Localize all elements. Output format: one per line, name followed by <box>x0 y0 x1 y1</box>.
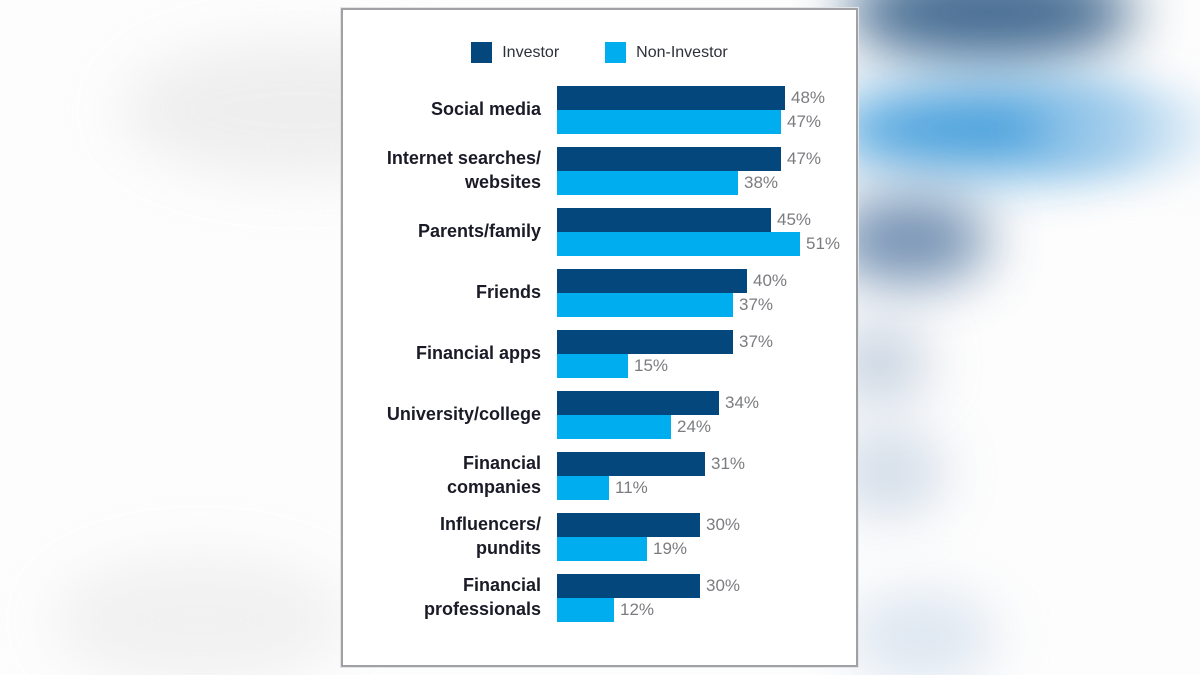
background-blur-blob <box>845 0 1135 62</box>
legend-item-non-investor: Non-Investor <box>605 42 728 63</box>
category-label: Financial companies <box>446 453 541 497</box>
non-investor-bar <box>557 293 733 317</box>
value-label: 38% <box>744 173 779 192</box>
value-label: 31% <box>711 454 746 473</box>
value-label: 45% <box>777 210 812 229</box>
legend-label-non-investor: Non-Investor <box>636 43 728 61</box>
value-label: 24% <box>677 417 712 436</box>
value-label: 48% <box>791 88 826 107</box>
chart-legend: Investor Non-Investor <box>343 42 856 63</box>
category-label: Financial apps <box>415 343 541 364</box>
value-label: 34% <box>725 393 760 412</box>
chart-row: Influencers/pundits 30% 19% <box>343 513 856 561</box>
value-label: 37% <box>739 295 774 314</box>
category-label: Internet searches/websites <box>386 148 541 192</box>
chart-panel: Investor Non-Investor Social media 48% 47%… <box>341 8 858 667</box>
investor-bar <box>557 452 705 476</box>
non-investor-bar <box>557 598 614 622</box>
value-label: 37% <box>739 332 774 351</box>
non-investor-bar <box>557 354 628 378</box>
non-investor-swatch-icon <box>605 42 627 63</box>
chart-row: Financial professionals 30% 12% <box>343 574 856 622</box>
value-label: 15% <box>634 356 669 375</box>
legend-label-investor: Investor <box>502 43 560 61</box>
chart-row: Financial apps 37% 15% <box>343 330 856 378</box>
chart-row: Friends 40% 37% <box>343 269 856 317</box>
investor-bar <box>557 574 700 598</box>
chart-body: Social media 48% 47% Internet searches/webs… <box>343 86 856 622</box>
category-label: Social media <box>430 99 541 120</box>
investor-bar <box>557 391 719 415</box>
value-label: 30% <box>706 515 741 534</box>
investor-bar <box>557 208 771 232</box>
non-investor-bar <box>557 110 781 134</box>
category-label: Friends <box>475 282 541 303</box>
category-label: Parents/family <box>417 221 541 242</box>
chart-row: Internet searches/websites 47% 38% <box>343 147 856 195</box>
investor-bar <box>557 269 747 293</box>
value-label: 40% <box>753 271 788 290</box>
value-label: 19% <box>653 539 688 558</box>
investor-bar <box>557 513 700 537</box>
category-label: University/college <box>386 404 541 425</box>
value-label: 30% <box>706 576 741 595</box>
value-label: 12% <box>620 600 655 619</box>
value-label: 47% <box>787 112 822 131</box>
non-investor-bar <box>557 171 738 195</box>
category-label: Influencers/pundits <box>439 514 541 558</box>
value-label: 51% <box>806 234 841 253</box>
background-blur-blob <box>846 592 996 675</box>
category-label: Financial professionals <box>423 575 541 619</box>
investor-swatch-icon <box>471 42 493 63</box>
background-blur-blob <box>1030 100 1200 160</box>
investor-bar <box>557 330 733 354</box>
value-label: 47% <box>787 149 822 168</box>
non-investor-bar <box>557 415 671 439</box>
non-investor-bar <box>557 537 647 561</box>
legend-item-investor: Investor <box>471 42 559 63</box>
chart-row: Parents/family 45% 51% <box>343 208 856 256</box>
investor-bar <box>557 147 781 171</box>
background-blur-blob <box>50 555 350 675</box>
non-investor-bar <box>557 476 609 500</box>
chart-row: University/college 34% 24% <box>343 391 856 439</box>
non-investor-bar <box>557 232 800 256</box>
investor-bar <box>557 86 785 110</box>
chart-row: Social media 48% 47% <box>343 86 856 134</box>
chart-row: Financial companies 31% 11% <box>343 452 856 500</box>
value-label: 11% <box>615 478 648 497</box>
